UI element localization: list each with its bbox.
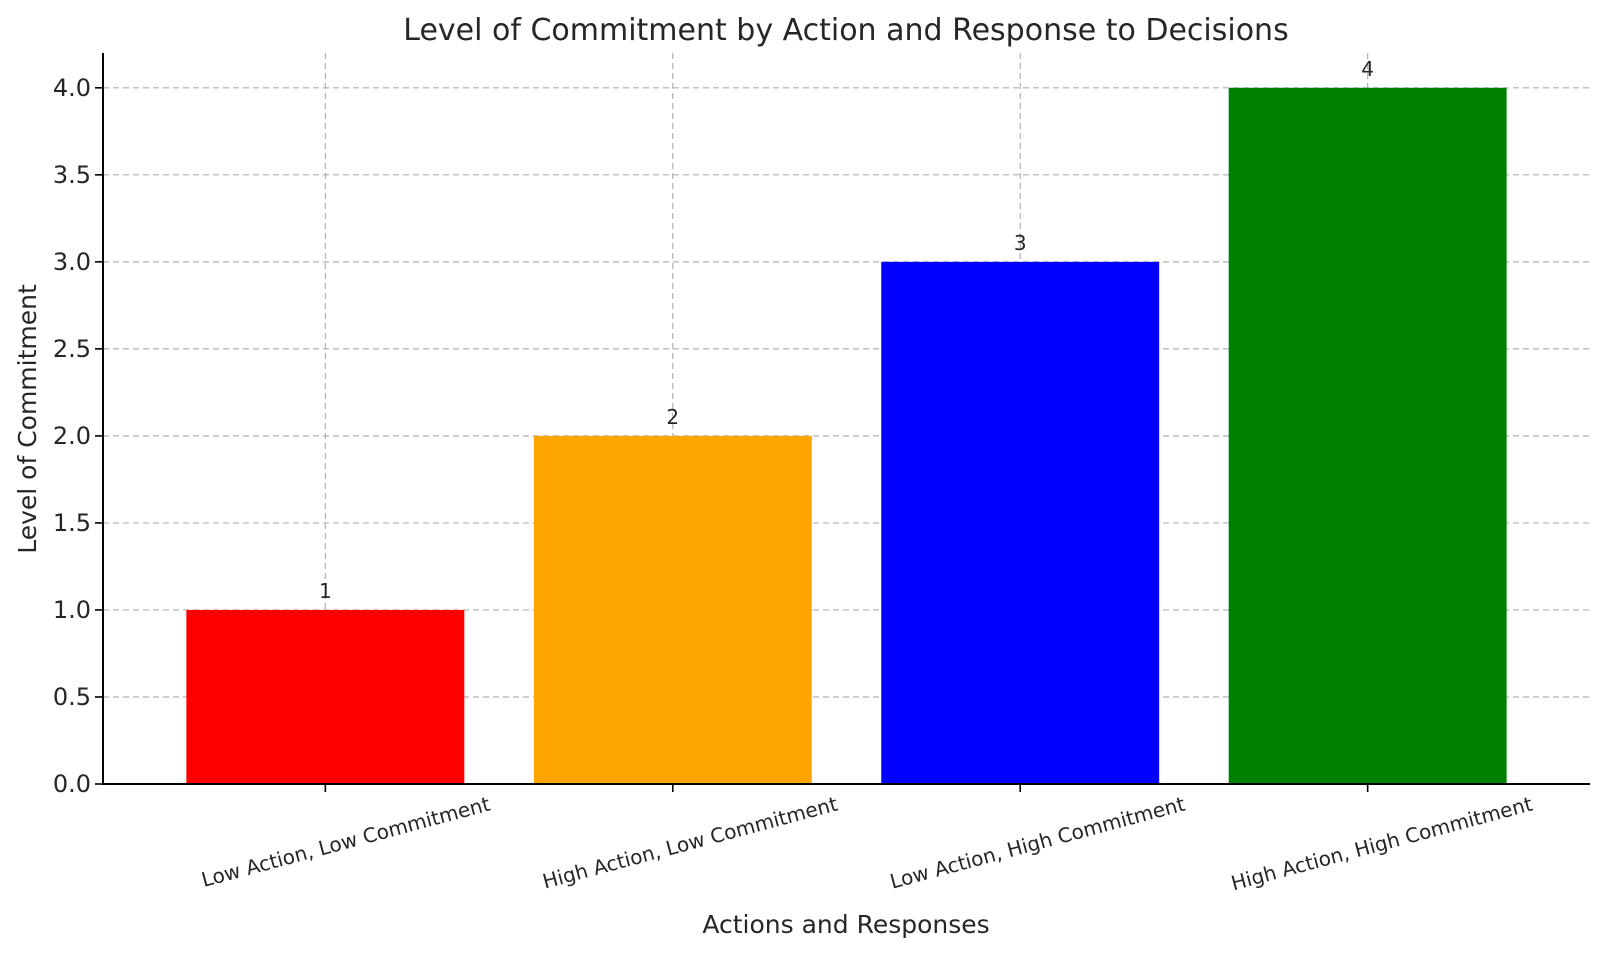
y-axis-ticks: 0.0 0.5 1.0 1.5 2.0 2.5 3.0 3.5 4.0	[53, 74, 103, 798]
y-tick-label: 2.0	[53, 422, 91, 450]
y-tick-label: 4.0	[53, 74, 91, 102]
bar-value-label: 2	[666, 405, 679, 429]
bar	[186, 609, 465, 784]
x-tick-label: High Action, Low Commitment	[540, 792, 840, 894]
x-axis-ticks: Low Action, Low Commitment High Action, L…	[199, 784, 1535, 895]
y-tick-label: 3.5	[53, 161, 91, 189]
y-tick-label: 1.5	[53, 509, 91, 537]
x-axis-label: Actions and Responses	[702, 910, 989, 939]
y-tick-label: 0.0	[53, 770, 91, 798]
bars	[186, 87, 1507, 785]
bar	[1228, 87, 1507, 785]
bar	[881, 261, 1160, 784]
y-axis-label: Level of Commitment	[13, 284, 42, 554]
bar	[533, 435, 812, 784]
x-tick-label: Low Action, Low Commitment	[199, 792, 493, 892]
chart-title: Level of Commitment by Action and Respon…	[403, 13, 1288, 48]
bar-value-label: 1	[319, 579, 332, 603]
y-tick-label: 0.5	[53, 683, 91, 711]
y-tick-label: 1.0	[53, 596, 91, 624]
bar-value-label: 4	[1361, 57, 1374, 81]
bar-value-label: 3	[1014, 231, 1027, 255]
y-tick-label: 3.0	[53, 248, 91, 276]
x-tick-label: Low Action, High Commitment	[887, 792, 1187, 894]
y-tick-label: 2.5	[53, 335, 91, 363]
bar-value-labels: 1 2 3 4	[319, 57, 1374, 603]
x-tick-label: High Action, High Commitment	[1228, 792, 1535, 896]
